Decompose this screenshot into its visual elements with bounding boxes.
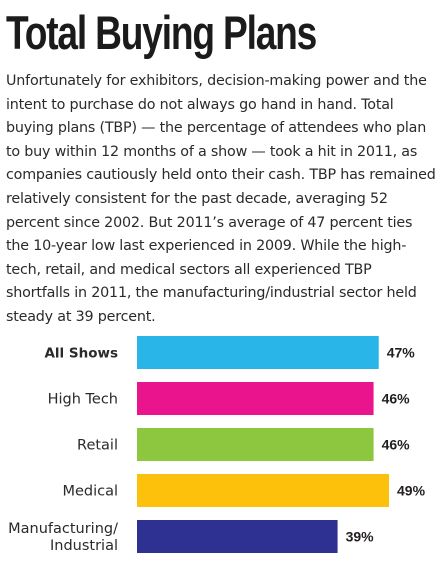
bar-all-shows (137, 336, 379, 369)
value-label-all-shows: 47% (387, 345, 416, 361)
value-label-retail: 46% (382, 437, 411, 453)
value-label-medical: 49% (397, 483, 426, 499)
category-label-all-shows: All Shows (44, 346, 118, 362)
intro-paragraph: Unfortunately for exhibitors, decision-m… (6, 73, 436, 325)
value-label-manufacturing-industrial: 39% (346, 529, 375, 545)
page-title: Total Buying Plans (6, 6, 317, 59)
bar-medical (137, 474, 389, 507)
category-label-manufacturing-industrial: Manufacturing/Industrial (8, 521, 118, 554)
value-label-high-tech: 46% (382, 391, 411, 407)
category-label-medical: Medical (62, 484, 118, 500)
category-label-high-tech: High Tech (48, 392, 118, 408)
bar-high-tech (137, 382, 374, 415)
category-label-retail: Retail (77, 438, 118, 454)
bar-manufacturing-industrial (137, 520, 338, 553)
bar-retail (137, 428, 374, 461)
buying-plans-bar-chart: All Shows 47% High Tech 46% Retail 46% Medical… (8, 336, 426, 554)
